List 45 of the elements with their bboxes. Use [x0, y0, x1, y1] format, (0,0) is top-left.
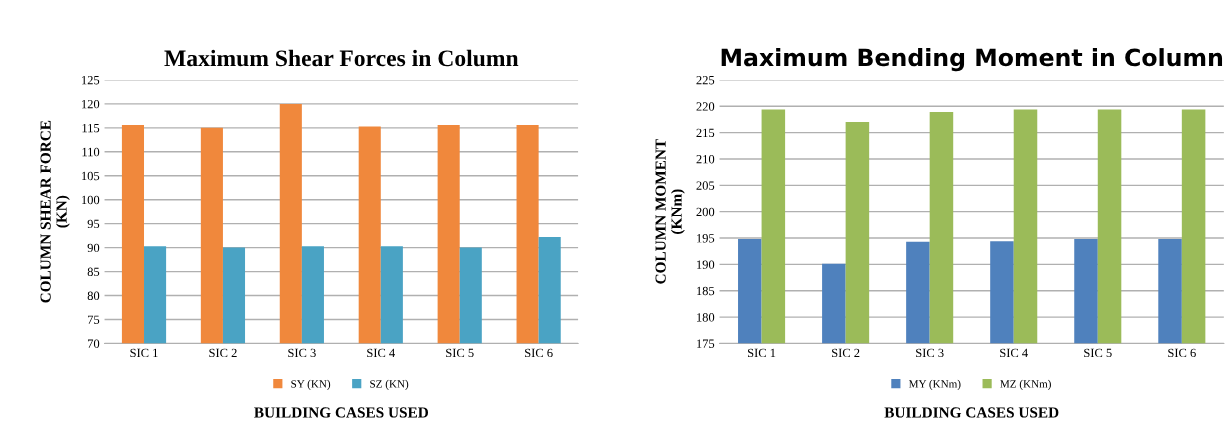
y-tick-label: 175: [697, 339, 715, 348]
y-tick-label: 220: [696, 102, 715, 111]
x-tick-label: SIC 1: [748, 348, 776, 358]
x-tick-label: SIC 2: [209, 348, 237, 358]
chart-title: Maximum Shear Forces in Column: [164, 49, 519, 67]
y-axis-title: COLUMN MOMENT (KNm): [655, 139, 685, 284]
y-tick-label: 215: [696, 128, 715, 138]
x-tick-label: SIC 4: [367, 348, 396, 358]
y-tick-label: 225: [696, 75, 715, 85]
y-tick-label: 115: [82, 123, 100, 133]
x-tick-label: SIC 2: [832, 348, 860, 358]
y-tick-label: 120: [82, 99, 100, 109]
y-tick-label: 75: [88, 315, 100, 324]
y-tick-label: 185: [697, 286, 715, 296]
y-tick-label: 205: [696, 181, 715, 190]
y-tick-label: 210: [696, 155, 715, 164]
legend-label: MY (KNm): [908, 379, 961, 390]
y-tick-label: 110: [82, 147, 100, 157]
y-tick-label: 195: [697, 234, 715, 243]
y-tick-label: 100: [82, 195, 100, 205]
x-tick-label: SIC 4: [1000, 348, 1028, 358]
x-tick-label: SIC 5: [1084, 348, 1112, 358]
legend-label: MZ (KNm): [1000, 379, 1051, 390]
x-tick-label: SIC 3: [916, 348, 944, 358]
legend-label: SY (KN): [291, 379, 331, 390]
x-tick-label: SIC 3: [288, 348, 316, 358]
y-tick-label: 80: [87, 291, 100, 300]
y-tick-label: 90: [87, 243, 100, 253]
y-axis-title: COLUMN SHEAR FORCE (KN): [40, 120, 70, 303]
y-tick-label: 105: [82, 171, 100, 181]
x-tick-label: SIC 6: [1168, 348, 1196, 358]
y-tick-label: 200: [696, 207, 715, 217]
y-tick-label: 85: [87, 267, 100, 277]
x-tick-label: SIC 5: [446, 348, 474, 358]
x-tick-label: SIC 6: [525, 348, 553, 358]
y-tick-label: 190: [697, 260, 715, 269]
x-tick-label: SIC 1: [130, 348, 158, 358]
y-tick-label: 125: [82, 75, 100, 85]
y-tick-label: 95: [87, 219, 100, 229]
chart-title: Maximum Bending Moment in Column: [721, 48, 1223, 72]
x-axis-title: BUILDING CASES USED: [254, 407, 429, 418]
y-tick-label: 70: [88, 339, 100, 348]
legend-label: SZ (KN): [370, 379, 409, 390]
x-axis-title: BUILDING CASES USED: [884, 407, 1059, 418]
y-tick-label: 180: [697, 313, 715, 322]
